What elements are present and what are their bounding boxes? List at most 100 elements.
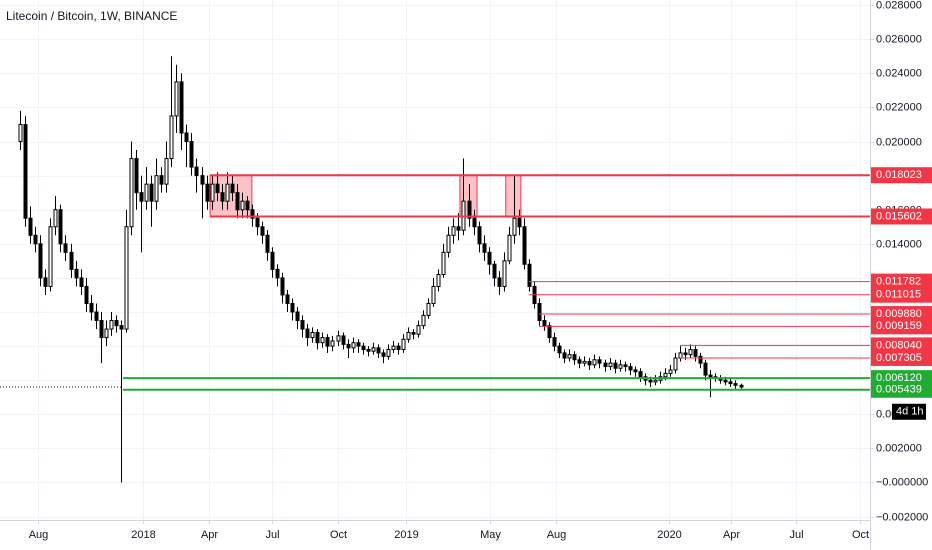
candle-body (381, 352, 386, 357)
candle-body (53, 209, 58, 228)
candle-body (733, 383, 738, 386)
candle-body (386, 349, 391, 357)
candle-body (33, 234, 38, 245)
candle-body (310, 331, 315, 339)
x-tick-label: 2018 (131, 529, 155, 541)
candle-body (477, 226, 482, 245)
candle-body (361, 345, 366, 351)
price-level-label: 0.006120 (876, 372, 922, 384)
candle-body (84, 285, 89, 304)
candle-body (164, 158, 169, 185)
candle-body (325, 337, 330, 347)
candle-body (184, 132, 189, 143)
candle-body (356, 342, 361, 347)
candle-body (220, 192, 225, 202)
x-tick-label: Oct (330, 529, 347, 541)
y-tick-label: 0.014000 (876, 238, 922, 250)
price-level-label: 0.018023 (876, 169, 922, 181)
x-tick-label: Aug (547, 529, 567, 541)
candle-body (683, 352, 688, 356)
candle-body (265, 234, 270, 253)
candle-body (618, 364, 623, 369)
candle-body (723, 379, 728, 383)
candle-body (366, 349, 371, 352)
candle-body (139, 192, 144, 202)
price-level-label: 0.009159 (876, 320, 922, 332)
candle-body (255, 217, 260, 228)
candle-body (653, 379, 658, 383)
y-tick-label: 0.028000 (876, 0, 922, 11)
candle-body (567, 354, 572, 359)
candle-body (159, 175, 164, 185)
candle-body (346, 343, 351, 349)
candle-body (285, 294, 290, 304)
countdown-tag (892, 403, 926, 420)
candle-body (396, 345, 401, 351)
candle-body (668, 369, 673, 374)
candle-body (320, 337, 325, 344)
x-tick-label: Aug (29, 529, 49, 541)
candle-body (275, 268, 280, 279)
price-level-tag (871, 306, 932, 323)
y-tick-label: 0.026000 (876, 33, 922, 45)
candle-body (134, 158, 139, 194)
candle-body (401, 338, 406, 351)
candle-body (487, 251, 492, 265)
candle-body (119, 325, 124, 330)
candle-body (38, 243, 43, 279)
price-level-label: 0.011782 (876, 276, 921, 288)
candle-body (517, 217, 522, 228)
candle-body (94, 311, 99, 322)
candle-body (23, 123, 28, 219)
candle-body (436, 273, 441, 287)
price-level-tag (871, 286, 932, 303)
candle-body (260, 226, 265, 236)
candle-body (74, 268, 79, 279)
candle-body (633, 369, 638, 373)
candle-body (330, 340, 335, 347)
candle-body (597, 359, 602, 364)
candle-body (527, 263, 532, 287)
price-level-tag (871, 167, 932, 184)
price-level-label: 0.008040 (876, 339, 922, 351)
candle-body (472, 217, 477, 228)
zone (505, 174, 522, 217)
x-tick-label: Oct (852, 529, 869, 541)
candle-body (300, 320, 305, 330)
candle-body (215, 183, 220, 194)
candle-body (48, 226, 53, 287)
candle-body (587, 360, 592, 366)
candle-body (124, 226, 129, 330)
candle-body (391, 345, 396, 351)
candle-body (451, 226, 456, 236)
candle-body (169, 115, 174, 160)
candle-body (315, 331, 320, 344)
price-level-label: 0.005439 (876, 384, 922, 396)
candle-body (582, 360, 587, 364)
price-level-label: 0.015602 (876, 210, 922, 222)
candle-body (351, 342, 356, 349)
candle-body (557, 345, 562, 354)
price-level-tag (871, 349, 932, 366)
candle-body (225, 183, 230, 202)
candle-body (270, 251, 275, 270)
candle-body (109, 320, 114, 330)
candle-body (89, 302, 94, 313)
candle-body (698, 355, 703, 364)
candle-body (708, 374, 713, 378)
candle-body (537, 302, 542, 322)
candle-body (174, 81, 179, 117)
x-tick-label: May (480, 529, 501, 541)
candle-body (189, 141, 194, 168)
candle-body (336, 335, 341, 342)
candle-body (522, 226, 527, 265)
candle-body (210, 183, 215, 202)
price-level-tag (871, 337, 932, 354)
x-tick-label: 2020 (657, 529, 681, 541)
candle-body (673, 357, 678, 371)
candle-body (371, 347, 376, 352)
candle-body (230, 183, 235, 194)
candle-body (205, 183, 210, 202)
candle-body (623, 364, 628, 368)
